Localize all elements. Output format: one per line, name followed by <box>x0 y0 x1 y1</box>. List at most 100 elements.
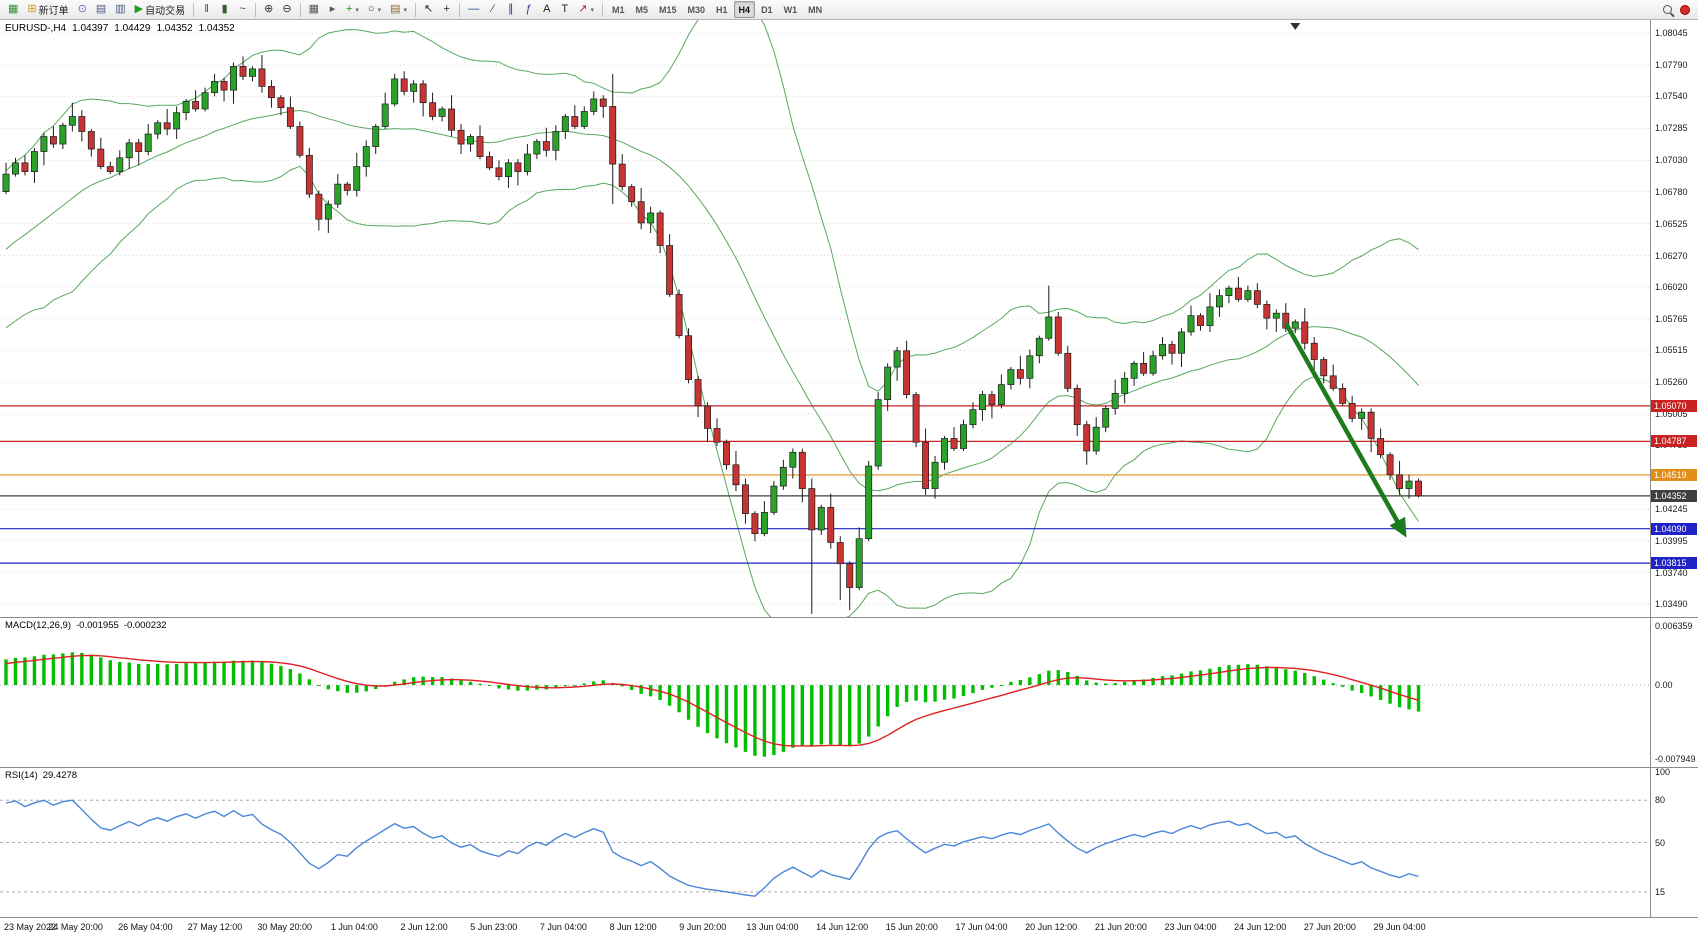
timeframe-d1-button[interactable]: D1 <box>761 4 773 15</box>
new-order-button[interactable]: ⊞ 新订单 <box>23 1 72 18</box>
candlestick-chart-button[interactable]: ▮ <box>216 1 233 18</box>
candle <box>1064 352 1072 389</box>
zoom-in-icon: ⊕ <box>264 3 274 15</box>
macd-histogram-bar <box>70 652 75 686</box>
candle <box>1130 362 1138 379</box>
timeframe-m1-button[interactable]: M1 <box>611 4 625 15</box>
candle <box>495 167 503 177</box>
rsi-chart[interactable]: RSI(14) 29.4278 <box>0 768 1650 917</box>
candle <box>353 166 361 191</box>
trendline-tool-button[interactable]: ∕ <box>484 1 501 18</box>
candle <box>997 384 1005 405</box>
price-line-tag-1.04787[interactable]: 1.04787 <box>1651 435 1697 448</box>
arrows-tool-button[interactable]: ↗ ▾ <box>574 1 598 18</box>
profiles-button[interactable]: ▥ <box>111 1 129 18</box>
macd-histogram-bar <box>1170 675 1174 686</box>
candle <box>637 201 645 224</box>
macd-histogram-bar <box>364 685 368 692</box>
macd-histogram-bar <box>1160 676 1165 686</box>
horizontal-line-tool-button[interactable]: — <box>464 1 483 18</box>
ohlc-low: 1.04352 <box>156 23 193 34</box>
templates-button[interactable]: ▤ ▾ <box>386 1 411 18</box>
zoom-in-button[interactable]: ⊕ <box>260 1 277 18</box>
macd-histogram-bar <box>137 663 141 686</box>
candle <box>1253 290 1261 305</box>
auto-arrange-button[interactable]: ▦ <box>305 1 323 18</box>
price-axis[interactable]: 1.08045 1.07790 1.07540 1.07285 1.07030 1.067… <box>1650 20 1698 617</box>
macd-axis[interactable]: 0.006359 0.00 -0.007949 <box>1650 618 1698 767</box>
charts-list-button[interactable]: ▤ <box>92 1 110 18</box>
fibonacci-tool-button[interactable]: ƒ <box>520 1 537 18</box>
price-tick: 1.07030 <box>1655 155 1688 166</box>
candle <box>410 83 418 92</box>
timeframe-m15-button[interactable]: M15 <box>659 4 677 15</box>
macd-histogram-bar <box>279 665 283 686</box>
macd-histogram-bar <box>554 685 558 689</box>
cursor-button[interactable]: ↖ <box>420 1 437 18</box>
price-line-tag-1.04090[interactable]: 1.04090 <box>1651 522 1697 535</box>
candle <box>49 136 57 145</box>
price-line-tag-1.04352[interactable]: 1.04352 <box>1651 489 1697 502</box>
timeframe-mn-button[interactable]: MN <box>808 4 823 15</box>
macd-histogram-bar <box>317 685 321 687</box>
candle <box>950 438 958 449</box>
templates-dropdown-icon[interactable]: ▾ <box>403 6 408 14</box>
auto-trading-button[interactable]: ▶ 自动交易 <box>131 1 189 18</box>
zoom-out-button[interactable]: ⊖ <box>278 1 295 18</box>
line-chart-button[interactable]: ~ <box>234 1 251 18</box>
periods-dropdown-icon[interactable]: ▾ <box>377 6 382 14</box>
candle <box>1386 454 1394 476</box>
crosshair-button[interactable]: + <box>438 1 455 18</box>
cursor-icon: ↖ <box>424 3 434 15</box>
macd-signal-value: -0.000232 <box>123 620 167 631</box>
price-line-tag-1.04519[interactable]: 1.04519 <box>1651 468 1697 481</box>
scroll-to-end-button[interactable]: ▸ <box>324 1 341 18</box>
rsi-label: RSI(14) 29.4278 <box>5 770 77 781</box>
arrows-tool-dropdown-icon[interactable]: ▾ <box>590 6 594 14</box>
auto-arrange-icon: ▦ <box>308 3 319 15</box>
timeframe-m5-button[interactable]: M5 <box>635 4 648 15</box>
candle <box>1026 355 1034 379</box>
macd-histogram-bar <box>999 684 1004 686</box>
time-axis[interactable]: 23 May 2022 24 May 20:00 26 May 04:00 27 Ma… <box>0 918 1698 939</box>
timeframe-m30-button[interactable]: M30 <box>687 4 706 15</box>
candle <box>694 379 702 407</box>
macd-chart[interactable]: MACD(12,26,9) -0.001955 -0.000232 <box>0 618 1650 767</box>
price-tick: 1.05515 <box>1655 345 1688 356</box>
ohlc-high: 1.04429 <box>114 23 151 34</box>
macd-histogram-bar <box>506 685 511 690</box>
macd-histogram-bar <box>677 685 681 713</box>
candle <box>1007 369 1015 385</box>
candle <box>874 399 882 467</box>
bar-chart-button[interactable]: ‖ <box>198 1 215 18</box>
trend-arrow[interactable] <box>1283 322 1407 538</box>
label-tool-button[interactable]: T <box>556 1 573 18</box>
chart-shift-marker[interactable] <box>1290 23 1301 30</box>
toolbar-separator <box>601 2 603 17</box>
search-icon[interactable] <box>1663 5 1672 14</box>
templates-icon: ▤ <box>390 3 401 15</box>
mql-community-button[interactable]: ⊙ <box>74 1 91 18</box>
ohlc-open: 1.04397 <box>72 23 109 34</box>
new-chart-button[interactable]: ▦ <box>4 1 22 18</box>
time-label: 14 Jun 12:00 <box>816 922 869 932</box>
price-tick: 1.05005 <box>1655 409 1688 420</box>
candle <box>542 141 550 151</box>
periods-button[interactable]: ○ ▾ <box>364 1 385 18</box>
text-tool-button[interactable]: A <box>538 1 555 18</box>
indicators-button[interactable]: + ▾ <box>342 1 363 18</box>
line-chart-icon: ~ <box>239 3 246 15</box>
price-line-tag-1.03815[interactable]: 1.03815 <box>1651 557 1697 570</box>
channel-tool-button[interactable]: ∥ <box>502 1 519 18</box>
rsi-axis[interactable]: 100 80 50 15 <box>1650 768 1698 917</box>
timeframe-w1-button[interactable]: W1 <box>783 4 798 15</box>
record-indicator-icon[interactable] <box>1680 4 1690 15</box>
timeframe-h4-button[interactable]: H4 <box>733 1 756 18</box>
rsi-name: RSI(14) <box>5 770 38 781</box>
price-chart[interactable]: EURUSD-,H4 1.04397 1.04429 1.04352 1.043… <box>0 20 1650 617</box>
macd-histogram-bar <box>904 685 909 702</box>
indicators-dropdown-icon[interactable]: ▾ <box>355 6 359 14</box>
timeframe-h1-button[interactable]: H1 <box>716 4 728 15</box>
candle <box>324 203 332 220</box>
price-line-tag-1.05070[interactable]: 1.05070 <box>1651 399 1697 412</box>
